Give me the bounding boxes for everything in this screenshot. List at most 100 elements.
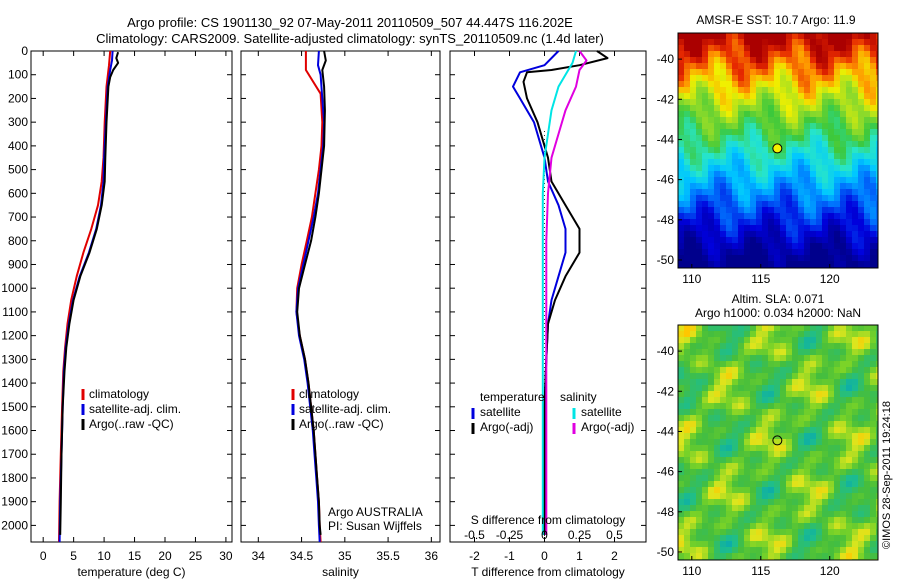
map-cell [864, 487, 870, 493]
map-cell [768, 379, 774, 385]
map-cell [684, 237, 690, 243]
map-cell [744, 105, 750, 111]
title-line-1: Argo profile: CS 1901130_92 07-May-2011 … [127, 15, 573, 30]
map-cell [744, 45, 750, 51]
map-cell [738, 147, 744, 153]
map-cell [720, 337, 726, 343]
map-cell [840, 517, 846, 523]
map-cell [774, 195, 780, 201]
map-cell [750, 225, 756, 231]
map-cell [864, 517, 870, 523]
map-cell [864, 207, 870, 213]
map-cell [708, 523, 714, 529]
map-cell [870, 325, 876, 331]
map-cell [774, 535, 780, 541]
map-cell [864, 255, 870, 261]
map-cell [720, 355, 726, 361]
map-cell [876, 361, 878, 367]
map-cell [738, 397, 744, 403]
map-cell [732, 409, 738, 415]
map-cell [768, 99, 774, 105]
map-cell [690, 487, 696, 493]
map-cell [756, 547, 762, 553]
map-cell [858, 337, 864, 343]
map-cell [768, 219, 774, 225]
map-cell [684, 367, 690, 373]
map-cell [768, 403, 774, 409]
map-cell [822, 141, 828, 147]
map-cell [756, 541, 762, 547]
map-cell [744, 165, 750, 171]
x-tick-label: 10 [97, 549, 111, 563]
map-cell [822, 45, 828, 51]
map-cell [702, 129, 708, 135]
map-cell [696, 325, 702, 331]
map-cell [852, 463, 858, 469]
map-cell [756, 87, 762, 93]
map-cell [804, 213, 810, 219]
map-cell [804, 225, 810, 231]
map-cell [726, 129, 732, 135]
map-cell [834, 171, 840, 177]
map-cell [726, 493, 732, 499]
map-cell [684, 355, 690, 361]
map-cell [768, 451, 774, 457]
map-cell [726, 337, 732, 343]
map-cell [822, 535, 828, 541]
map-cell [702, 39, 708, 45]
map-cell [744, 481, 750, 487]
map-cell [780, 403, 786, 409]
map-cell [708, 81, 714, 87]
legend-heading: temperature [480, 390, 545, 404]
map-cell [864, 469, 870, 475]
map-cell [750, 99, 756, 105]
map-cell [780, 523, 786, 529]
map-cell [822, 487, 828, 493]
map-cell [810, 189, 816, 195]
map-cell [720, 349, 726, 355]
map-cell [720, 51, 726, 57]
map-cell [864, 63, 870, 69]
map-cell [792, 231, 798, 237]
map-cell [870, 439, 876, 445]
map-cell [744, 505, 750, 511]
map-cell [858, 361, 864, 367]
map-cell [840, 237, 846, 243]
s-tick-label: 0.25 [568, 528, 592, 542]
map-cell [702, 535, 708, 541]
map-cell [690, 379, 696, 385]
map-cell [786, 535, 792, 541]
map-cell [876, 433, 878, 439]
map-cell [870, 511, 876, 517]
map-cell [744, 397, 750, 403]
map-cell [804, 511, 810, 517]
map-cell [876, 123, 878, 129]
map-cell [810, 517, 816, 523]
map-cell [690, 231, 696, 237]
map-cell [684, 379, 690, 385]
map-cell [702, 361, 708, 367]
map-cell [846, 75, 852, 81]
map-cell [684, 553, 690, 559]
map-cell [828, 201, 834, 207]
map-cell [828, 237, 834, 243]
map-cell [822, 261, 828, 267]
map-cell [774, 99, 780, 105]
map-cell [738, 69, 744, 75]
map-cell [780, 33, 786, 39]
map-cell [816, 439, 822, 445]
map-cell [840, 523, 846, 529]
map-cell [768, 87, 774, 93]
map-cell [840, 225, 846, 231]
map-cell [786, 391, 792, 397]
map-cell [852, 69, 858, 75]
map-cell [756, 505, 762, 511]
map-cell [678, 225, 684, 231]
map-cell [828, 231, 834, 237]
map-cell [804, 81, 810, 87]
map-cell [846, 355, 852, 361]
map-cell [744, 153, 750, 159]
map-cell [774, 87, 780, 93]
map-cell [846, 99, 852, 105]
